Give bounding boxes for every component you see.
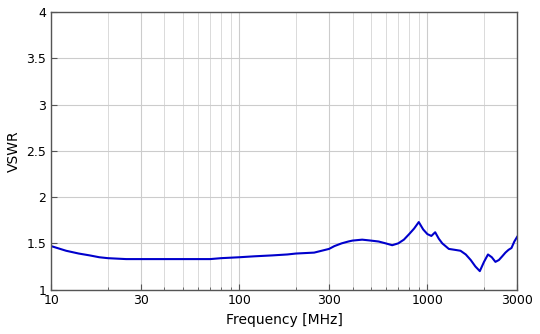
- X-axis label: Frequency [MHz]: Frequency [MHz]: [226, 313, 342, 327]
- Y-axis label: VSWR: VSWR: [7, 130, 21, 172]
